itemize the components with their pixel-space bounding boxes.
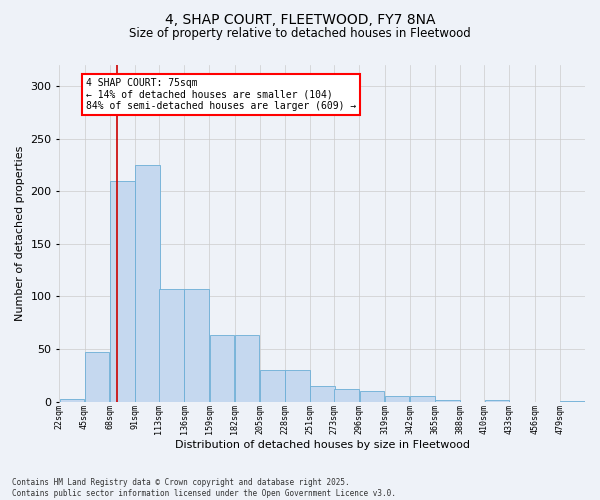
Bar [334,389,359,402]
Bar [285,370,310,402]
X-axis label: Distribution of detached houses by size in Fleetwood: Distribution of detached houses by size … [175,440,470,450]
Bar [310,386,335,402]
Bar [260,370,284,402]
Bar [485,400,509,402]
Text: 4 SHAP COURT: 75sqm
← 14% of detached houses are smaller (104)
84% of semi-detac: 4 SHAP COURT: 75sqm ← 14% of detached ho… [86,78,356,111]
Y-axis label: Number of detached properties: Number of detached properties [15,146,25,321]
Text: Size of property relative to detached houses in Fleetwood: Size of property relative to detached ho… [129,28,471,40]
Bar [435,400,460,402]
Bar [85,352,109,402]
Bar [359,391,385,402]
Bar [385,396,409,402]
Bar [410,396,434,402]
Bar [209,336,234,402]
Text: 4, SHAP COURT, FLEETWOOD, FY7 8NA: 4, SHAP COURT, FLEETWOOD, FY7 8NA [165,12,435,26]
Bar [159,289,184,402]
Bar [59,398,84,402]
Bar [560,400,585,402]
Text: Contains HM Land Registry data © Crown copyright and database right 2025.
Contai: Contains HM Land Registry data © Crown c… [12,478,396,498]
Bar [135,165,160,402]
Bar [184,289,209,402]
Bar [235,336,259,402]
Bar [110,180,134,402]
